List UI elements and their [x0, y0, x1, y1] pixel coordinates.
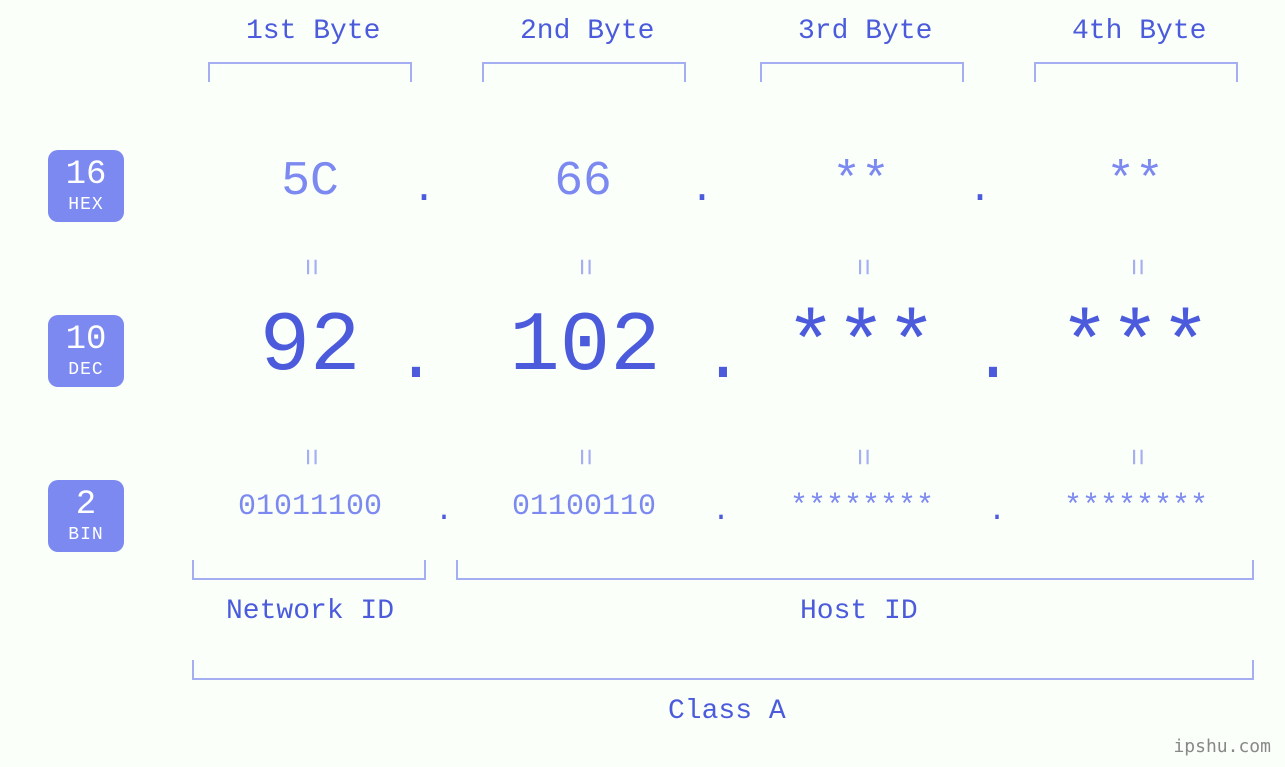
hex-byte-4: **: [1030, 155, 1240, 209]
equals-dec-bin-3: =: [844, 448, 878, 466]
equals-dec-bin-1: =: [292, 448, 326, 466]
equals-dec-bin-2: =: [566, 448, 600, 466]
bracket-network-id: [192, 560, 426, 580]
bin-dot-1: .: [435, 495, 453, 529]
badge-dec-num: 10: [66, 323, 107, 357]
hex-dot-3: .: [968, 168, 992, 213]
hex-byte-1: 5C: [205, 155, 415, 209]
bin-byte-3: ********: [732, 490, 992, 524]
top-bracket-1: [208, 62, 412, 82]
watermark: ipshu.com: [1173, 736, 1271, 757]
bin-byte-2: 01100110: [454, 490, 714, 524]
equals-dec-bin-4: =: [1118, 448, 1152, 466]
hex-byte-3: **: [756, 155, 966, 209]
label-network-id: Network ID: [226, 596, 394, 627]
byte-label-2: 2nd Byte: [520, 16, 654, 47]
equals-hex-dec-1: =: [292, 258, 326, 276]
badge-dec: 10 DEC: [48, 315, 124, 387]
dec-dot-1: .: [395, 320, 437, 399]
dec-byte-4: ***: [1020, 300, 1250, 395]
hex-dot-1: .: [412, 168, 436, 213]
bracket-host-id: [456, 560, 1254, 580]
equals-hex-dec-2: =: [566, 258, 600, 276]
dec-byte-3: ***: [746, 300, 976, 395]
top-bracket-3: [760, 62, 964, 82]
bin-byte-1: 01011100: [180, 490, 440, 524]
byte-label-4: 4th Byte: [1072, 16, 1206, 47]
top-bracket-2: [482, 62, 686, 82]
equals-hex-dec-4: =: [1118, 258, 1152, 276]
badge-hex-num: 16: [66, 158, 107, 192]
badge-bin: 2 BIN: [48, 480, 124, 552]
dec-dot-3: .: [972, 320, 1014, 399]
equals-hex-dec-3: =: [844, 258, 878, 276]
bin-dot-2: .: [712, 495, 730, 529]
label-host-id: Host ID: [800, 596, 918, 627]
hex-dot-2: .: [690, 168, 714, 213]
label-class: Class A: [668, 696, 786, 727]
badge-bin-num: 2: [76, 488, 96, 522]
badge-dec-txt: DEC: [68, 361, 103, 379]
badge-hex: 16 HEX: [48, 150, 124, 222]
byte-label-1: 1st Byte: [246, 16, 380, 47]
dec-byte-2: 102: [455, 300, 715, 395]
dec-dot-2: .: [702, 320, 744, 399]
bracket-class: [192, 660, 1254, 680]
bin-dot-3: .: [988, 495, 1006, 529]
badge-bin-txt: BIN: [68, 526, 103, 544]
bin-byte-4: ********: [1006, 490, 1266, 524]
hex-byte-2: 66: [478, 155, 688, 209]
top-bracket-4: [1034, 62, 1238, 82]
badge-hex-txt: HEX: [68, 196, 103, 214]
dec-byte-1: 92: [200, 300, 420, 395]
byte-label-3: 3rd Byte: [798, 16, 932, 47]
